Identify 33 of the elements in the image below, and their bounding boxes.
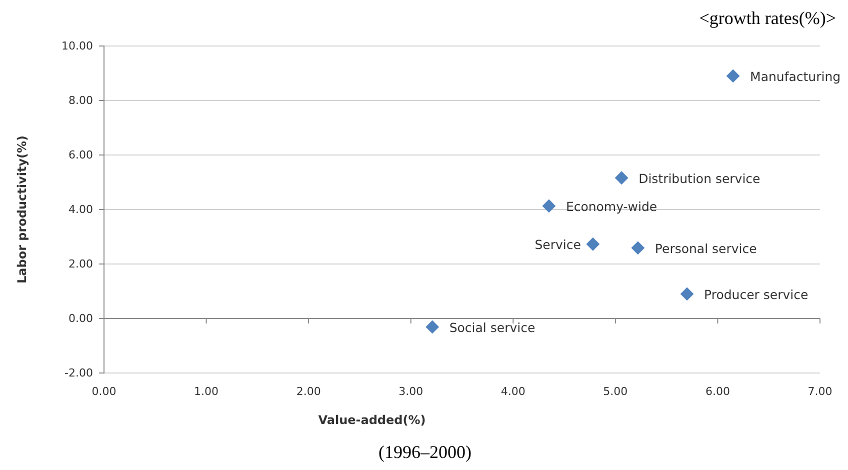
point <box>542 199 556 213</box>
x-axis-title: Value-added(%) <box>318 413 426 427</box>
x-tick-label: 0.00 <box>92 384 116 398</box>
annotation: Economy-wide <box>566 198 658 214</box>
point <box>631 241 645 255</box>
point <box>426 320 440 334</box>
annotation: Service <box>534 237 582 252</box>
point <box>680 287 694 301</box>
x-tick-label: 7.00 <box>808 384 832 398</box>
y-tick-label: 10.00 <box>62 40 93 53</box>
x-tick-label: 5.00 <box>603 384 628 398</box>
text: (1996–2000) <box>378 442 472 462</box>
annotation: Manufacturing <box>750 68 841 84</box>
annotation: Producer service <box>704 286 808 302</box>
x-tick-label: 6.00 <box>705 384 730 398</box>
x-tick-label: 3.00 <box>398 384 424 398</box>
point <box>726 69 740 83</box>
y-tick-label: -2.00 <box>64 366 93 380</box>
y-axis-title: Labor productivity(%) <box>15 135 29 284</box>
chart-title: <growth rates(%)> <box>699 8 836 28</box>
x-tick-label: 2.00 <box>296 384 321 398</box>
y-tick-label: 2.00 <box>68 258 93 271</box>
x-tick-label: 1.00 <box>194 384 219 398</box>
y-tick-label: 4.00 <box>68 203 93 216</box>
point <box>614 171 628 185</box>
annotation: Personal service <box>654 240 758 256</box>
y-tick-label: 0.00 <box>68 312 93 326</box>
y-tick-label: 6.00 <box>68 148 93 162</box>
x-tick-label: 4.00 <box>500 384 526 398</box>
point <box>586 237 600 251</box>
y-tick-label: 8.00 <box>68 94 93 108</box>
annotation: Distribution service <box>638 170 761 186</box>
annotation: Social service <box>449 320 536 335</box>
